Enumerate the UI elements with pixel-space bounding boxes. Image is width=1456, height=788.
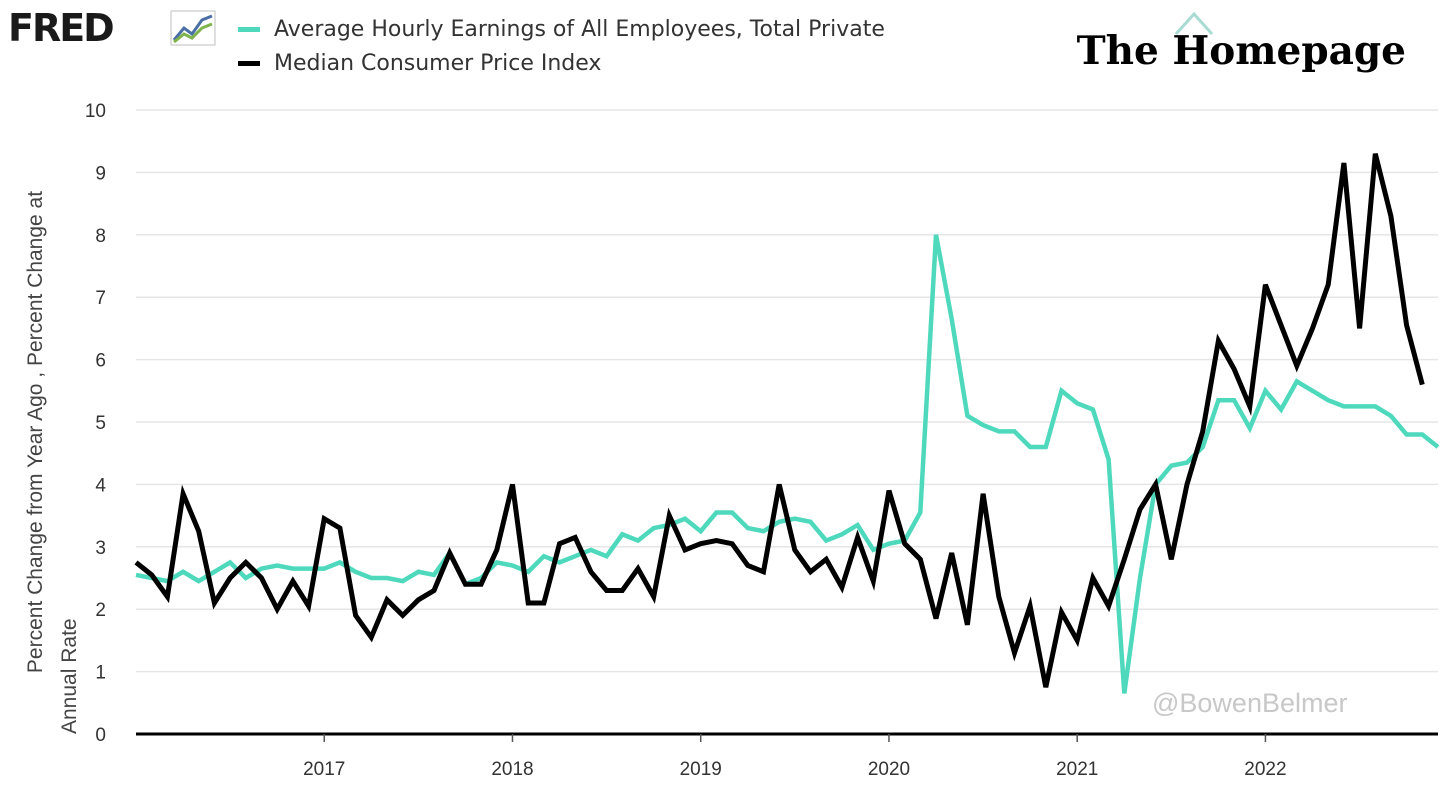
x-tick-label: 2017: [303, 759, 345, 780]
y-tick-label: 6: [95, 351, 106, 372]
legend-swatch-cpi: [238, 60, 260, 66]
line-chart-icon: [170, 10, 216, 46]
series-line-cpi: [134, 153, 1425, 688]
x-tick-label: 2019: [680, 759, 722, 780]
x-tick-label: 2022: [1244, 759, 1286, 780]
fred-logo[interactable]: FRED: [8, 6, 115, 50]
y-axis-label-line2: Annual Rate: [58, 618, 81, 734]
legend-item-earnings[interactable]: Average Hourly Earnings of All Employees…: [238, 12, 885, 46]
y-tick-label: 1: [95, 663, 106, 684]
y-tick-label: 3: [95, 538, 106, 559]
x-tick-label: 2018: [491, 759, 533, 780]
y-tick-label: 0: [95, 725, 106, 746]
legend-swatch-earnings: [238, 26, 260, 32]
y-tick-label: 8: [95, 226, 106, 247]
y-tick-label: 5: [95, 413, 106, 434]
y-tick-label: 9: [95, 163, 106, 184]
house-roof-icon: [1174, 11, 1214, 36]
y-tick-label: 7: [95, 288, 106, 309]
y-tick-label: 4: [95, 475, 106, 496]
legend-label-cpi: Median Consumer Price Index: [274, 50, 602, 76]
y-tick-label: 10: [85, 101, 106, 122]
y-axis-label: Percent Change from Year Ago , Percent C…: [24, 191, 47, 673]
x-tick-label: 2020: [868, 759, 910, 780]
brand-title: The Homepage: [1076, 28, 1406, 74]
legend-item-cpi[interactable]: Median Consumer Price Index: [238, 46, 885, 80]
legend-label-earnings: Average Hourly Earnings of All Employees…: [274, 16, 885, 42]
series-line-earnings: [135, 234, 1440, 694]
y-tick-label: 2: [95, 600, 106, 621]
x-tick-label: 2021: [1056, 759, 1098, 780]
chart-legend: Average Hourly Earnings of All Employees…: [238, 12, 885, 80]
watermark: @BowenBelmer: [1152, 688, 1348, 718]
